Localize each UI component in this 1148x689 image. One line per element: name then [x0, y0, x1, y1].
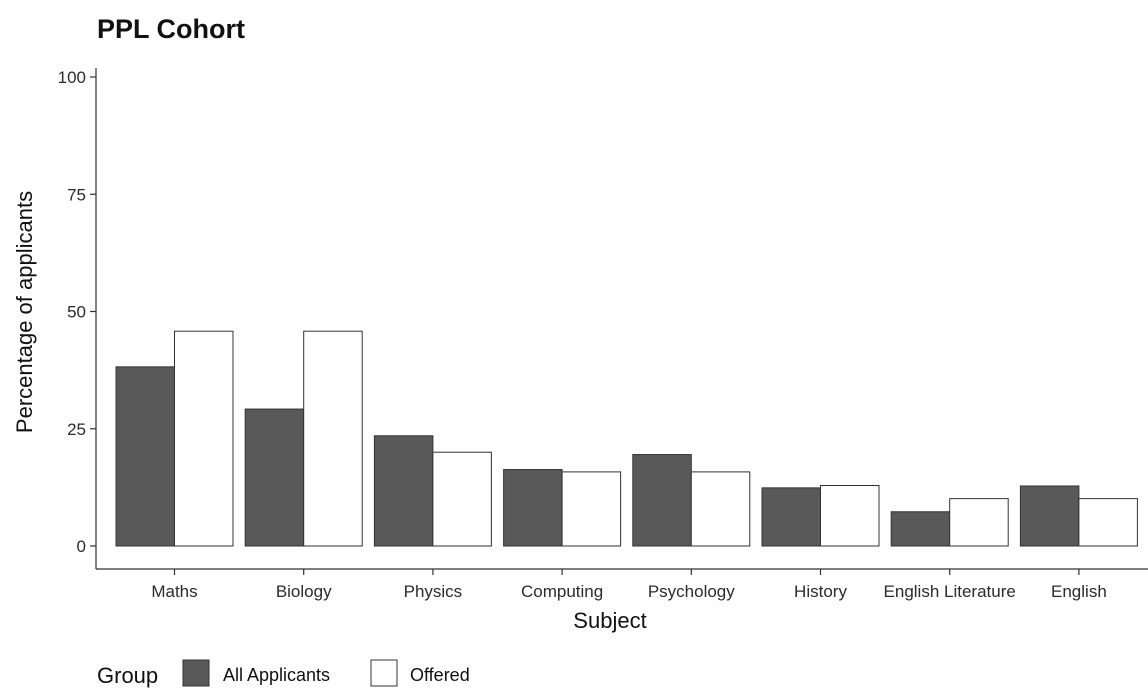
bar-offered [949, 498, 1009, 547]
x-tick-label: Physics [404, 582, 463, 601]
bar-offered [820, 484, 880, 547]
y-tick-label: 75 [67, 185, 86, 204]
legend-label-offered: Offered [410, 665, 470, 685]
bar-all-applicants [373, 435, 434, 547]
bar-offered [174, 330, 234, 547]
bars [115, 330, 1138, 547]
bar-offered [432, 451, 492, 547]
legend: Group All Applicants Offered [97, 659, 470, 688]
bar-all-applicants [761, 487, 821, 547]
x-tick-label: History [794, 582, 847, 601]
y-axis-ticks: 0 25 50 75 100 [58, 68, 96, 556]
y-tick-label: 100 [58, 68, 86, 87]
bar-all-applicants [890, 511, 951, 547]
bar-all-applicants [115, 366, 175, 547]
chart-title: PPL Cohort [97, 14, 245, 44]
legend-label-all-applicants: All Applicants [223, 665, 330, 685]
x-axis-ticks: Maths Biology Physics Computing Psychology Hi… [151, 569, 1107, 601]
legend-swatch-all-applicants [182, 659, 210, 687]
x-tick-label: English Literature [884, 582, 1016, 601]
bar-offered [561, 471, 622, 547]
bar-all-applicants [503, 469, 563, 547]
x-axis-title: Subject [573, 608, 646, 633]
bar-all-applicants [244, 408, 305, 547]
x-tick-label: Psychology [648, 582, 735, 601]
bar-offered [303, 330, 363, 547]
x-tick-label: Maths [151, 582, 197, 601]
x-tick-label: Computing [521, 582, 603, 601]
legend-title: Group [97, 663, 158, 688]
x-tick-label: English [1051, 582, 1107, 601]
bar-all-applicants [1019, 485, 1080, 547]
bar-all-applicants [632, 454, 692, 547]
y-axis-title: Percentage of applicants [12, 191, 37, 433]
y-tick-label: 50 [67, 303, 86, 322]
bar-offered [1078, 498, 1138, 547]
y-tick-label: 25 [67, 420, 86, 439]
x-tick-label: Biology [276, 582, 332, 601]
y-tick-label: 0 [77, 537, 86, 556]
bar-offered [690, 471, 751, 547]
legend-swatch-offered [370, 659, 398, 687]
